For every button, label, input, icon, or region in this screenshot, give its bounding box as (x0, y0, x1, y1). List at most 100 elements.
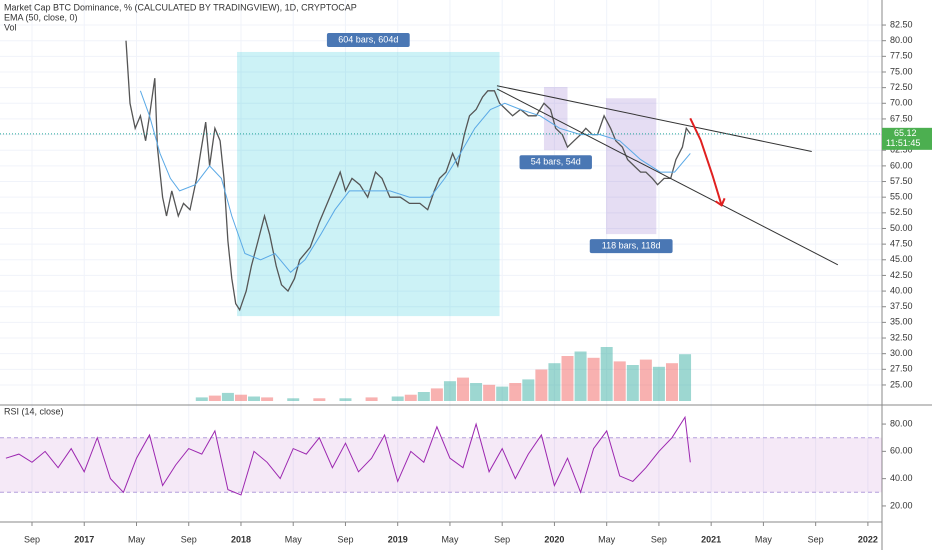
volume-bar (509, 383, 522, 401)
range-box (606, 98, 657, 235)
x-tick-label: May (441, 534, 459, 544)
volume-bar (679, 354, 692, 401)
y-tick-label: 77.50 (890, 51, 913, 61)
trendline (496, 88, 839, 266)
x-tick-label: Sep (337, 534, 353, 544)
forecast-arrow (689, 117, 723, 206)
x-tick-label: 2018 (231, 534, 251, 544)
volume-bar (287, 398, 300, 401)
y-tick-label: 60.00 (890, 160, 913, 170)
volume-bar (483, 384, 496, 401)
volume-bar (195, 397, 208, 401)
range-label: 604 bars, 604d (338, 34, 398, 44)
volume-bar (626, 365, 639, 401)
x-tick-label: 2020 (544, 534, 564, 544)
volume-bar (600, 347, 613, 401)
x-tick-label: 2019 (388, 534, 408, 544)
volume-bar (234, 394, 247, 401)
x-tick-label: May (128, 534, 146, 544)
x-tick-label: May (598, 534, 616, 544)
y-tick-label: 20.00 (890, 500, 913, 510)
rsi-title: RSI (14, close) (4, 406, 64, 416)
y-tick-label: 30.00 (890, 348, 913, 358)
arrow-head (715, 197, 726, 207)
volume-bar (639, 359, 652, 401)
volume-bar (652, 366, 665, 401)
y-tick-label: 70.00 (890, 98, 913, 108)
legend-entry: EMA (50, close, 0) (4, 12, 78, 22)
range-label: 54 bars, 54d (531, 157, 581, 167)
y-tick-label: 47.50 (890, 239, 913, 249)
volume-bar (561, 356, 574, 401)
legend-entry: Vol (4, 22, 17, 32)
y-tick-label: 37.50 (890, 301, 913, 311)
volume-bar (443, 381, 456, 401)
y-tick-label: 35.00 (890, 317, 913, 327)
volume-bar (404, 394, 417, 401)
x-tick-label: Sep (494, 534, 510, 544)
range-label-box (589, 239, 673, 254)
x-tick-label: Sep (181, 534, 197, 544)
volume-bar (665, 363, 678, 401)
y-tick-label: 32.50 (890, 332, 913, 342)
x-tick-label: 2017 (74, 534, 94, 544)
y-tick-label: 40.00 (890, 473, 913, 483)
countdown: 11:51:45 (886, 138, 920, 148)
y-tick-label: 80.00 (890, 418, 913, 428)
range-box (237, 51, 500, 317)
chart-title: Market Cap BTC Dominance, % (CALCULATED … (4, 2, 357, 12)
volume-bar (391, 396, 404, 401)
x-tick-label: 2021 (701, 534, 721, 544)
x-tick-label: May (755, 534, 773, 544)
volume-bar (417, 392, 430, 401)
x-tick-label: Sep (651, 534, 667, 544)
y-tick-label: 67.50 (890, 113, 913, 123)
volume-bar (430, 388, 443, 401)
volume-bar (339, 398, 352, 401)
y-tick-label: 75.00 (890, 66, 913, 76)
y-tick-label: 55.00 (890, 192, 913, 202)
volume-bar (365, 397, 378, 401)
series-line (5, 415, 691, 496)
volume-bar (574, 351, 587, 401)
y-tick-label: 80.00 (890, 35, 913, 45)
series-line (139, 90, 691, 274)
volume-bar (496, 386, 509, 401)
price-label: 65.12 (894, 128, 917, 138)
x-tick-label: Sep (808, 534, 824, 544)
series-line (125, 40, 691, 312)
volume-bar (457, 377, 470, 401)
volume-bar (470, 383, 483, 401)
price-label-box (882, 127, 932, 150)
y-tick-label: 50.00 (890, 223, 913, 233)
y-tick-label: 40.00 (890, 285, 913, 295)
volume-bar (248, 396, 261, 401)
volume-bar (313, 398, 326, 401)
volume-bar (587, 357, 600, 401)
y-tick-label: 72.50 (890, 82, 913, 92)
y-tick-label: 27.50 (890, 364, 913, 374)
y-tick-label: 25.00 (890, 379, 913, 389)
y-tick-label: 42.50 (890, 270, 913, 280)
y-tick-label: 82.50 (890, 19, 913, 29)
range-label-box (519, 155, 592, 170)
y-tick-label: 52.50 (890, 207, 913, 217)
x-tick-label: 2022 (858, 534, 878, 544)
volume-bar (535, 369, 548, 401)
volume-bar (261, 397, 274, 401)
y-tick-label: 45.00 (890, 254, 913, 264)
y-tick-label: 60.00 (890, 446, 913, 456)
range-label-box (326, 32, 410, 47)
x-tick-label: Sep (24, 534, 40, 544)
rsi-band (0, 437, 882, 493)
volume-bar (548, 363, 561, 401)
volume-bar (522, 379, 535, 401)
volume-bar (613, 361, 626, 401)
trendline (496, 85, 812, 152)
y-tick-label: 57.50 (890, 176, 913, 186)
range-label: 118 bars, 118d (602, 240, 661, 250)
volume-bar (221, 392, 234, 401)
volume-bar (208, 395, 221, 401)
x-tick-label: May (285, 534, 303, 544)
